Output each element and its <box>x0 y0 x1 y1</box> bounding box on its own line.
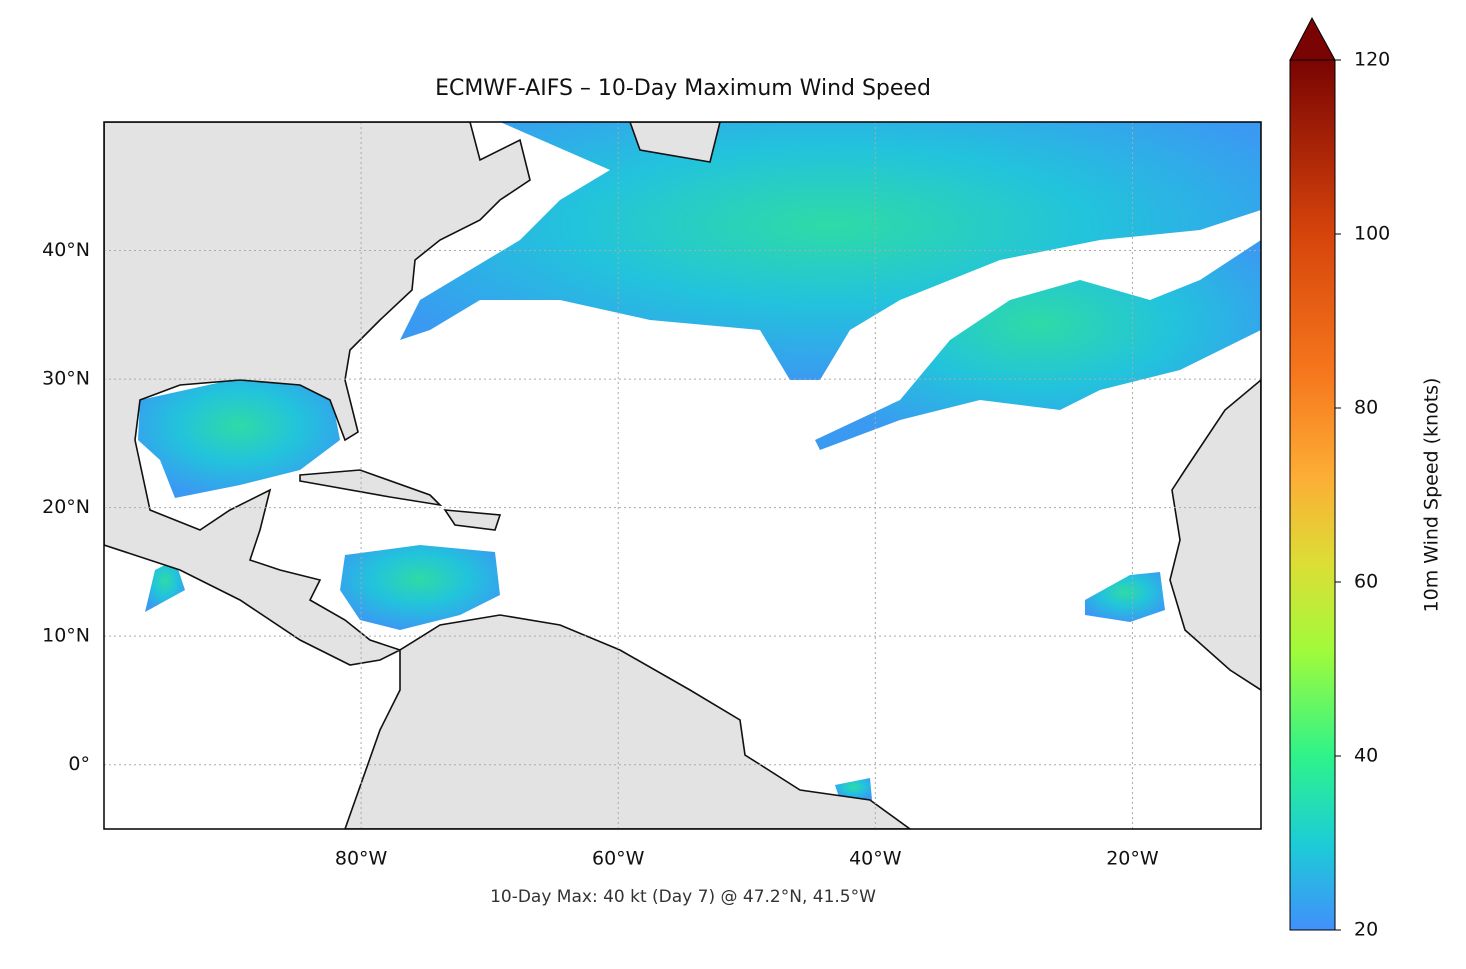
map-area <box>104 122 1261 829</box>
wind-patch <box>835 778 872 800</box>
x-tick-label: 60°W <box>592 848 645 870</box>
land <box>104 122 1261 829</box>
wind-patch <box>1085 572 1165 622</box>
newfoundland <box>629 122 721 163</box>
x-tick-label: 40°W <box>849 848 902 870</box>
colorbar-tick-label: 80 <box>1354 397 1378 419</box>
colorbar-tick-label: 100 <box>1354 223 1390 245</box>
x-tick-label: 20°W <box>1106 848 1159 870</box>
chart-title: ECMWF-AIFS – 10-Day Maximum Wind Speed <box>435 76 931 101</box>
colorbar <box>1289 59 1336 931</box>
y-tick-label: 10°N <box>42 625 90 647</box>
colorbar-tick-label: 60 <box>1354 571 1378 593</box>
y-tick-label: 30°N <box>42 368 90 390</box>
colorbar-tick-label: 40 <box>1354 745 1378 767</box>
north-america <box>104 122 531 666</box>
wind-patch <box>145 560 185 612</box>
wind-patch <box>815 240 1261 450</box>
colorbar-tick-label: 20 <box>1354 919 1378 941</box>
x-tick-label: 80°W <box>335 848 388 870</box>
y-tick-label: 40°N <box>42 239 90 261</box>
africa <box>1169 378 1261 691</box>
map-frame <box>103 121 1262 830</box>
hispaniola <box>443 509 502 531</box>
wind-patch <box>340 545 500 630</box>
footnote: 10-Day Max: 40 kt (Day 7) @ 47.2°N, 41.5… <box>490 887 876 907</box>
wind-patch <box>138 378 340 498</box>
south-america <box>344 614 912 829</box>
y-tick-label: 20°N <box>42 496 90 518</box>
cuba <box>299 469 443 507</box>
colorbar-extend <box>1289 16 1336 61</box>
colorbar-tick-label: 120 <box>1354 49 1390 71</box>
colorbar-label: 10m Wind Speed (knots) <box>1421 378 1443 613</box>
y-tick-label: 0° <box>68 753 90 775</box>
